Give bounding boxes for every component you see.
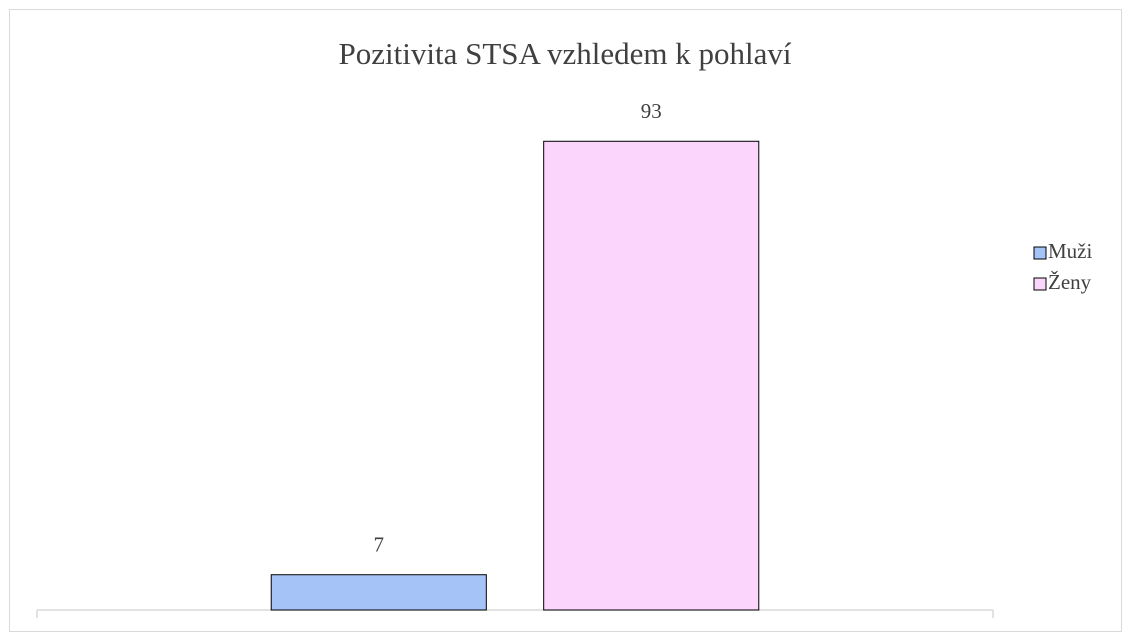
data-label: 7	[374, 533, 385, 557]
x-axis	[36, 609, 994, 618]
data-label: 93	[641, 99, 662, 123]
legend-label: Ženy	[1048, 270, 1092, 294]
legend-label: Muži	[1048, 239, 1092, 263]
bar	[543, 140, 760, 611]
legend-swatch	[1033, 277, 1047, 291]
legend-swatch	[1033, 246, 1047, 260]
chart-title: Pozitivita STSA vzhledem k pohlaví	[339, 36, 792, 71]
bar	[270, 574, 487, 611]
